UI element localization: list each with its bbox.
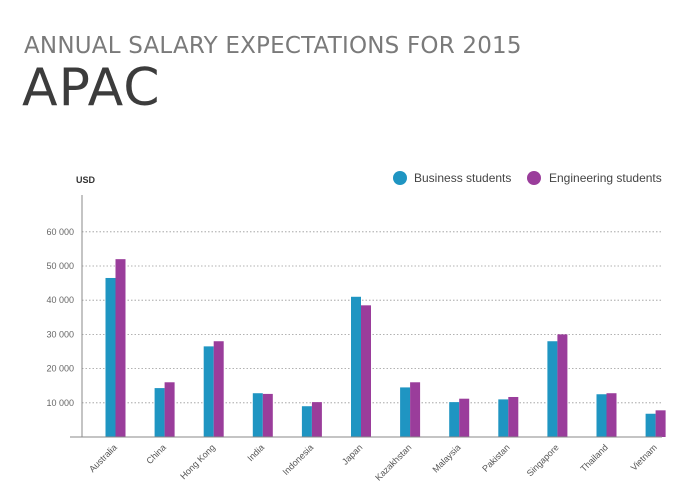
bar-business-australia <box>105 277 116 437</box>
y-tick-label: 50 000 <box>46 261 74 271</box>
chart-title: ANNUAL SALARY EXPECTATIONS FOR 2015 <box>24 33 522 59</box>
bar-engineering-china <box>164 382 175 437</box>
y-tick-label: 10 000 <box>46 398 74 408</box>
bar-business-thailand <box>596 394 607 437</box>
bar-business-singapore <box>547 341 558 437</box>
bar-engineering-kazakhstan <box>410 382 421 437</box>
y-unit-label: USD <box>76 175 96 185</box>
legend-marker-business <box>393 171 407 185</box>
bar-engineering-indonesia <box>311 402 322 437</box>
y-axis-ticks: 10 000 20 000 30 000 40 000 50 000 60 000 <box>46 227 74 408</box>
bar-engineering-vietnam <box>655 410 666 437</box>
x-tick-label: Indonesia <box>281 442 316 477</box>
x-tick-label: Thailand <box>578 442 609 473</box>
x-tick-label: Hong Kong <box>178 442 217 481</box>
bar-engineering-malaysia <box>459 398 470 437</box>
x-tick-label: Kazakhstan <box>373 442 413 482</box>
chart-subtitle: APAC <box>22 58 161 118</box>
x-tick-label: Pakistan <box>480 442 511 473</box>
y-tick-label: 60 000 <box>46 227 74 237</box>
legend: Business students Engineering students <box>393 171 662 185</box>
y-tick-label: 40 000 <box>46 295 74 305</box>
x-tick-label: Singapore <box>525 442 561 478</box>
bar-engineering-japan <box>361 305 371 437</box>
legend-label-business: Business students <box>414 171 511 185</box>
legend-label-engineering: Engineering students <box>549 171 662 185</box>
x-tick-label: Australia <box>87 442 119 474</box>
bar-business-malaysia <box>449 402 460 437</box>
x-axis-labels: Australia China Hong Kong India Indonesia Jap… <box>87 442 659 482</box>
gridlines <box>82 231 662 404</box>
bar-engineering-hong-kong <box>213 341 224 437</box>
x-tick-label: Japan <box>340 442 364 466</box>
x-tick-label: China <box>144 442 168 466</box>
bar-business-china <box>154 388 165 437</box>
axes <box>70 195 662 438</box>
bar-business-vietnam <box>645 413 656 437</box>
bar-engineering-pakistan <box>508 396 519 437</box>
bar-business-india <box>252 393 263 437</box>
x-tick-label: Malaysia <box>430 442 462 474</box>
bar-engineering-india <box>262 393 273 437</box>
y-tick-label: 30 000 <box>46 329 74 339</box>
bar-business-kazakhstan <box>400 387 411 437</box>
x-tick-label: Vietnam <box>629 442 659 472</box>
bar-business-japan <box>351 296 361 437</box>
x-tick-label: India <box>245 442 266 463</box>
bar-business-pakistan <box>498 399 509 437</box>
bar-engineering-singapore <box>557 334 568 437</box>
bars <box>105 259 666 437</box>
legend-marker-engineering <box>527 171 541 185</box>
y-tick-label: 20 000 <box>46 364 74 374</box>
bar-business-indonesia <box>301 406 312 437</box>
bar-engineering-australia <box>115 259 126 437</box>
bar-engineering-thailand <box>606 393 617 437</box>
bar-business-hong-kong <box>203 346 214 437</box>
